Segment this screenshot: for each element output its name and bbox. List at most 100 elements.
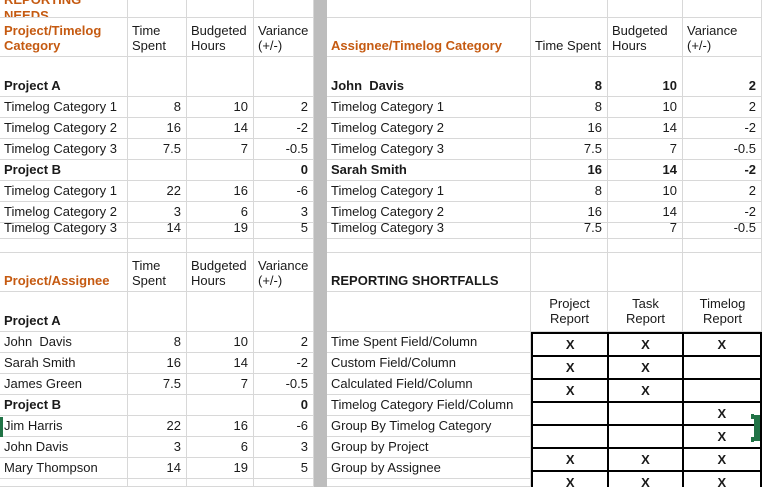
row-label-cell[interactable]: Sarah Smith bbox=[0, 353, 128, 374]
row-label-cell[interactable]: John Davis bbox=[0, 332, 128, 353]
row-label-cell[interactable]: Project A bbox=[0, 57, 128, 97]
value-cell[interactable]: -6 bbox=[254, 416, 314, 437]
x-cell[interactable]: X bbox=[530, 332, 610, 357]
value-cell[interactable]: 14 bbox=[128, 458, 187, 479]
value-cell[interactable]: 19 bbox=[187, 458, 254, 479]
value-cell[interactable]: 10 bbox=[608, 97, 683, 118]
value-cell[interactable]: 16 bbox=[187, 416, 254, 437]
cell[interactable] bbox=[187, 479, 254, 487]
value-cell[interactable]: 14 bbox=[128, 223, 187, 239]
value-cell[interactable]: -0.5 bbox=[254, 374, 314, 395]
row-label-cell[interactable]: Time Spent Field/Column bbox=[327, 332, 531, 353]
value-cell[interactable]: 3 bbox=[254, 437, 314, 458]
value-cell[interactable] bbox=[128, 57, 187, 97]
cell[interactable] bbox=[531, 0, 608, 18]
row-label-cell[interactable]: Timelog Category 3 bbox=[327, 223, 531, 239]
row-label-cell[interactable]: Timelog Category 2 bbox=[0, 118, 128, 139]
x-cell[interactable]: X bbox=[607, 355, 684, 380]
value-cell[interactable] bbox=[187, 395, 254, 416]
value-cell[interactable]: 7 bbox=[187, 374, 254, 395]
row-label-cell[interactable]: Timelog Category 1 bbox=[0, 181, 128, 202]
value-cell[interactable]: 16 bbox=[128, 353, 187, 374]
cell[interactable] bbox=[531, 239, 608, 253]
value-cell[interactable]: 7.5 bbox=[531, 223, 608, 239]
cell[interactable] bbox=[683, 239, 762, 253]
value-cell[interactable]: 3 bbox=[254, 202, 314, 223]
cell[interactable] bbox=[327, 0, 531, 18]
value-cell[interactable]: 10 bbox=[187, 332, 254, 353]
x-cell[interactable]: X bbox=[681, 470, 762, 487]
value-cell[interactable]: -2 bbox=[683, 202, 762, 223]
row-label-cell[interactable]: Timelog Category 2 bbox=[327, 202, 531, 223]
cell[interactable] bbox=[531, 253, 608, 292]
row-label-cell[interactable]: Timelog Category 2 bbox=[0, 202, 128, 223]
row-label-cell[interactable]: John Davis bbox=[0, 437, 128, 458]
value-cell[interactable]: -2 bbox=[254, 118, 314, 139]
row-label-cell[interactable]: Calculated Field/Column bbox=[327, 374, 531, 395]
value-cell[interactable]: 16 bbox=[531, 160, 608, 181]
cell[interactable] bbox=[327, 239, 531, 253]
row-label-cell[interactable]: Mary Thompson bbox=[0, 458, 128, 479]
x-cell[interactable] bbox=[530, 401, 610, 426]
row-label-cell[interactable]: Group by Project bbox=[327, 437, 531, 458]
row-label-cell[interactable]: Timelog Category 1 bbox=[327, 97, 531, 118]
value-cell[interactable]: 2 bbox=[683, 57, 762, 97]
row-label-cell[interactable]: Timelog Category 3 bbox=[0, 139, 128, 160]
x-cell[interactable]: X bbox=[681, 401, 762, 426]
value-cell[interactable]: 16 bbox=[128, 118, 187, 139]
row-label-cell[interactable]: James Green bbox=[0, 374, 128, 395]
value-cell[interactable]: -0.5 bbox=[683, 139, 762, 160]
x-cell[interactable]: X bbox=[681, 332, 762, 357]
value-cell[interactable]: 6 bbox=[187, 202, 254, 223]
row-label-cell[interactable]: Group by Assignee bbox=[327, 458, 531, 479]
row-label-cell[interactable]: Project B bbox=[0, 395, 128, 416]
value-cell[interactable]: 7 bbox=[187, 139, 254, 160]
x-cell[interactable]: X bbox=[607, 447, 684, 472]
x-cell[interactable] bbox=[530, 424, 610, 449]
value-cell[interactable]: -0.5 bbox=[683, 223, 762, 239]
value-cell[interactable]: 19 bbox=[187, 223, 254, 239]
value-cell[interactable]: 22 bbox=[128, 181, 187, 202]
row-label-cell[interactable]: Timelog Category Field/Column bbox=[327, 395, 531, 416]
value-cell[interactable]: 3 bbox=[128, 437, 187, 458]
row-label-cell[interactable]: Custom Field/Column bbox=[327, 353, 531, 374]
row-label-cell[interactable]: Sarah Smith bbox=[327, 160, 531, 181]
x-cell[interactable] bbox=[681, 355, 762, 380]
value-cell[interactable]: 10 bbox=[608, 57, 683, 97]
row-label-cell[interactable]: Project B bbox=[0, 160, 128, 181]
cell[interactable] bbox=[128, 479, 187, 487]
x-cell[interactable] bbox=[607, 424, 684, 449]
cell[interactable] bbox=[128, 239, 187, 253]
value-cell[interactable]: 16 bbox=[531, 202, 608, 223]
value-cell[interactable]: 14 bbox=[608, 160, 683, 181]
cell[interactable] bbox=[187, 239, 254, 253]
value-cell[interactable]: 14 bbox=[608, 202, 683, 223]
cell[interactable] bbox=[683, 253, 762, 292]
x-cell[interactable]: X bbox=[607, 470, 684, 487]
value-cell[interactable] bbox=[187, 292, 254, 332]
value-cell[interactable] bbox=[254, 57, 314, 97]
value-cell[interactable]: 6 bbox=[187, 437, 254, 458]
x-cell[interactable]: X bbox=[681, 424, 762, 449]
value-cell[interactable]: -2 bbox=[254, 353, 314, 374]
value-cell[interactable]: 8 bbox=[128, 97, 187, 118]
value-cell[interactable] bbox=[187, 160, 254, 181]
row-label-cell[interactable]: Group By Timelog Category bbox=[327, 416, 531, 437]
value-cell[interactable]: 7.5 bbox=[128, 139, 187, 160]
value-cell[interactable]: 2 bbox=[254, 332, 314, 353]
value-cell[interactable]: -0.5 bbox=[254, 139, 314, 160]
x-cell[interactable]: X bbox=[530, 355, 610, 380]
x-cell[interactable]: X bbox=[530, 378, 610, 403]
cell[interactable] bbox=[128, 0, 187, 18]
cell[interactable] bbox=[608, 239, 683, 253]
value-cell[interactable]: 2 bbox=[683, 181, 762, 202]
row-label-cell[interactable]: Timelog Category 1 bbox=[327, 181, 531, 202]
value-cell[interactable]: 14 bbox=[187, 118, 254, 139]
value-cell[interactable]: 5 bbox=[254, 458, 314, 479]
row-label-cell[interactable]: Timelog Category 1 bbox=[0, 97, 128, 118]
cell[interactable] bbox=[327, 292, 531, 332]
x-cell[interactable]: X bbox=[530, 447, 610, 472]
x-cell[interactable]: X bbox=[607, 332, 684, 357]
value-cell[interactable]: 10 bbox=[187, 97, 254, 118]
value-cell[interactable]: 7 bbox=[608, 223, 683, 239]
